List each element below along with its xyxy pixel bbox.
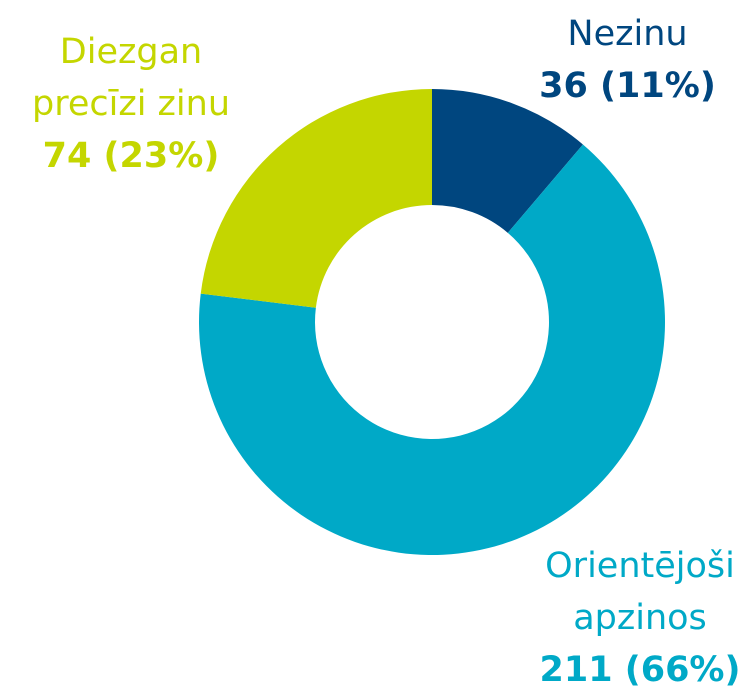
slice-label: Orientējoši apzinos 211 (66%) bbox=[505, 540, 755, 696]
value-label: 211 (66%) bbox=[539, 650, 741, 690]
category-label: Nezinu bbox=[567, 14, 688, 54]
donut-slice bbox=[200, 89, 432, 308]
donut-slice bbox=[199, 144, 665, 556]
value-label: 74 (23%) bbox=[42, 136, 220, 176]
category-label: Orientējoši apzinos bbox=[545, 546, 735, 638]
category-label: Diezgan precīzi zinu bbox=[31, 32, 231, 124]
slice-label: Diezgan precīzi zinu 74 (23%) bbox=[0, 26, 262, 182]
slice-label: Nezinu 36 (11%) bbox=[520, 8, 735, 112]
donut-slice bbox=[432, 89, 583, 233]
value-label: 36 (11%) bbox=[539, 66, 716, 106]
